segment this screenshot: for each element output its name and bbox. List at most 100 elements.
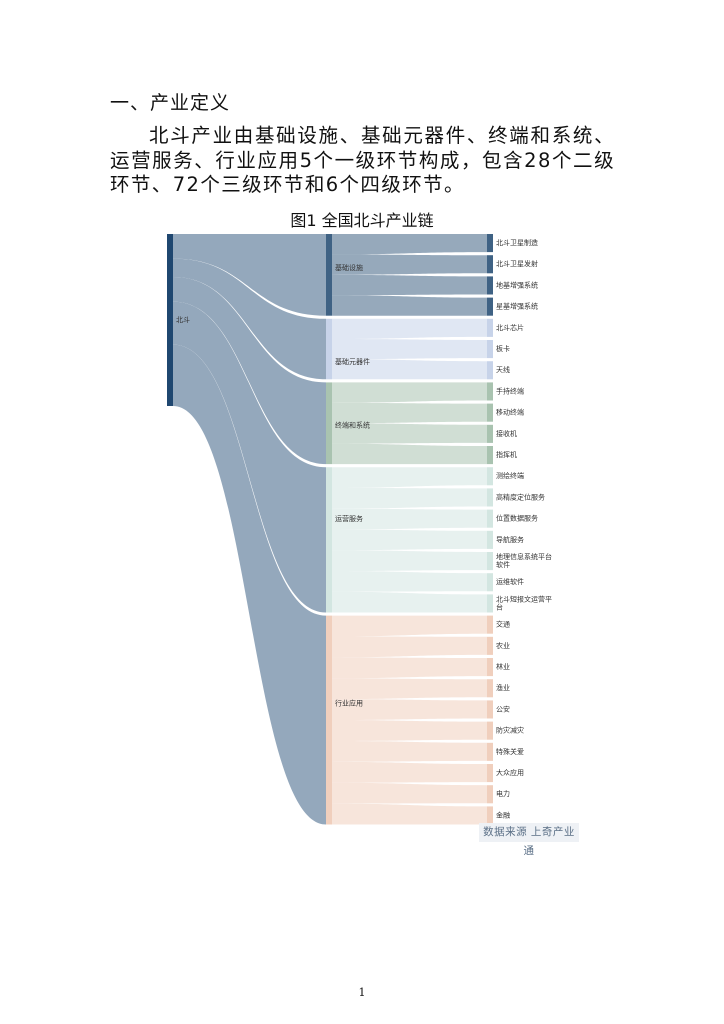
flow-cat-4-leaf-5 (332, 720, 487, 741)
category-label: 行业应用 (335, 699, 363, 708)
page-number: 1 (358, 986, 366, 999)
leaf-label: 板卡 (496, 344, 510, 353)
leaf-label: 林业 (496, 662, 510, 671)
leaf-label: 导航服务 (496, 535, 524, 544)
flow-root-to-2 (173, 277, 326, 465)
leaf-label: 星基增强系统 (496, 302, 538, 311)
leaf-label: 北斗卫星制造 (496, 238, 538, 247)
leaf-node (487, 276, 493, 295)
flow-cat-0-leaf-1 (332, 254, 487, 275)
flow-cat-4-leaf-0 (332, 615, 487, 637)
leaf-label: 大众应用 (496, 768, 524, 777)
flow-cat-3-leaf-0 (332, 467, 487, 488)
leaf-node (487, 446, 493, 465)
flow-root-to-1 (173, 258, 326, 380)
definition-paragraph: 北斗产业由基础设施、基础元器件、终端和系统、运营服务、行业应用5个一级环节构成，… (110, 124, 615, 196)
leaf-node (487, 467, 493, 486)
flow-cat-0-leaf-3 (332, 295, 487, 316)
leaf-label: 移动终端 (496, 408, 524, 417)
source-note: 数据来源 上奇产业通 (479, 823, 579, 857)
leaf-label: 北斗短报文运营平 (496, 594, 552, 603)
leaf-node (487, 403, 493, 422)
sankey-nodes (167, 234, 493, 825)
leaf-label: 软件 (496, 560, 510, 569)
category-label: 基础元器件 (335, 357, 370, 366)
flow-cat-2-leaf-0 (332, 382, 487, 403)
flow-cat-0-leaf-0 (332, 234, 487, 255)
leaf-node (487, 255, 493, 274)
flow-cat-3-leaf-5 (332, 570, 487, 592)
category-label: 基础设施 (335, 263, 363, 272)
flow-cat-4-leaf-6 (332, 740, 487, 762)
leaf-node (487, 636, 493, 655)
leaf-label: 高精度定位服务 (496, 492, 545, 501)
leaf-label: 天线 (496, 365, 510, 374)
flow-cat-3-leaf-3 (332, 529, 487, 551)
category-node (326, 318, 332, 380)
leaf-node (487, 234, 493, 253)
leaf-node (487, 679, 493, 698)
category-node (326, 467, 332, 613)
flow-cat-0-leaf-2 (332, 274, 487, 296)
flow-cat-2-leaf-3 (332, 443, 487, 465)
leaf-node (487, 785, 493, 804)
flow-cat-1-leaf-2 (332, 359, 487, 380)
leaf-label: 地基增强系统 (496, 280, 538, 289)
leaf-node (487, 488, 493, 507)
root-node (167, 234, 173, 406)
leaf-node (487, 424, 493, 443)
flow-cat-3-leaf-2 (332, 508, 487, 530)
category-label: 运营服务 (335, 514, 363, 523)
flow-cat-1-leaf-1 (332, 338, 487, 360)
flow-cat-4-leaf-1 (332, 636, 487, 658)
leaf-label: 公安 (496, 704, 510, 713)
flow-cat-4-leaf-8 (332, 782, 487, 804)
leaf-node (487, 615, 493, 634)
leaf-label: 接收机 (496, 429, 517, 438)
leaf-node (487, 509, 493, 528)
category-node (326, 615, 332, 825)
leaf-label: 手持终端 (496, 386, 524, 395)
leaf-node (487, 530, 493, 549)
leaf-node (487, 764, 493, 783)
flow-cat-4-leaf-9 (332, 803, 487, 825)
flow-root-to-4 (173, 344, 326, 825)
leaf-node (487, 297, 493, 316)
leaf-label: 农业 (496, 641, 510, 650)
leaf-label: 位置数据服务 (496, 514, 538, 523)
category-node (326, 382, 332, 465)
leaf-label: 金融 (496, 810, 510, 819)
leaf-label: 电力 (496, 789, 510, 798)
flow-cat-4-leaf-4 (332, 699, 487, 721)
leaf-label: 台 (496, 602, 503, 611)
leaf-node (487, 340, 493, 359)
category-node (326, 234, 332, 316)
flow-cat-1-leaf-0 (332, 318, 487, 339)
flow-cat-4-leaf-7 (332, 761, 487, 783)
leaf-label: 北斗芯片 (496, 323, 524, 332)
figure-title: 图1 全国北斗产业链 (290, 211, 434, 230)
leaf-node (487, 594, 493, 613)
leaf-node (487, 361, 493, 380)
flow-cat-4-leaf-2 (332, 657, 487, 679)
leaf-node (487, 721, 493, 740)
leaf-label: 指挥机 (496, 450, 517, 459)
category-label: 终端和系统 (335, 420, 370, 429)
leaf-node (487, 700, 493, 719)
flow-root-to-3 (173, 301, 326, 613)
flow-cat-3-leaf-1 (332, 487, 487, 509)
leaf-label: 测绘终端 (496, 471, 524, 480)
sankey-flows (173, 234, 487, 825)
flow-root-to-0 (173, 234, 326, 316)
leaf-node (487, 742, 493, 761)
leaf-label: 运维软件 (496, 577, 524, 586)
leaf-label: 交通 (496, 620, 510, 629)
flow-cat-3-leaf-4 (332, 550, 487, 571)
leaf-node (487, 573, 493, 592)
flow-cat-2-leaf-1 (332, 402, 487, 424)
leaf-node (487, 806, 493, 825)
flow-cat-2-leaf-2 (332, 423, 487, 444)
section-heading: 一、产业定义 (110, 92, 231, 114)
